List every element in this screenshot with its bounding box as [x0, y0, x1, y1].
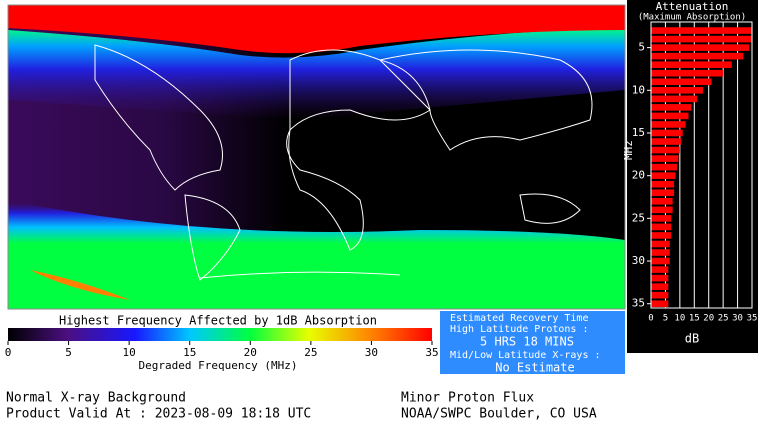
bar — [651, 112, 689, 120]
footer-valid: Product Valid At : 2023-08-09 18:18 UTC — [6, 407, 311, 422]
x-tick-label: 15 — [689, 314, 700, 324]
map-polar-north — [8, 28, 625, 120]
recovery-background — [440, 311, 625, 374]
y-tick-label: 15 — [632, 126, 645, 139]
y-axis-label: MHz — [622, 140, 635, 160]
bar — [651, 138, 682, 145]
bar — [651, 52, 744, 60]
bar — [651, 206, 673, 214]
colorbar-tick-label: 25 — [304, 346, 317, 359]
bar — [651, 61, 732, 68]
footer-proton: Minor Proton Flux — [401, 391, 534, 406]
x-axis-label: dB — [685, 332, 699, 346]
y-tick-label: 25 — [632, 211, 645, 224]
bar — [651, 78, 712, 86]
map-hotspot — [30, 270, 130, 300]
x-tick-label: 0 — [648, 314, 653, 324]
bar — [651, 240, 670, 248]
attenuation-title: Attenuation — [656, 0, 729, 13]
y-tick-label: 5 — [638, 41, 645, 54]
map-polar-south — [8, 200, 625, 309]
x-tick-label: 25 — [718, 314, 729, 324]
bar — [651, 232, 672, 239]
colorbar-label: Degraded Frequency (MHz) — [139, 359, 298, 372]
x-tick-label: 10 — [674, 314, 685, 324]
bar — [651, 223, 672, 231]
bar — [651, 189, 675, 197]
colorbar-title: Highest Frequency Affected by 1dB Absorp… — [59, 314, 377, 328]
bar — [651, 215, 672, 222]
plot-frame — [650, 21, 753, 309]
footer-xray: Normal X-ray Background — [6, 391, 186, 406]
bar — [651, 121, 686, 128]
colorbar-tick-label: 35 — [425, 346, 438, 359]
bar — [651, 163, 677, 171]
recovery-high-value: 5 HRS 18 MINS — [480, 335, 574, 349]
x-tick-label: 20 — [703, 314, 714, 324]
footer-source: NOAA/SWPC Boulder, CO USA — [401, 407, 597, 422]
bar — [651, 266, 669, 273]
bar — [651, 274, 669, 282]
bar — [651, 172, 676, 179]
bar — [651, 86, 703, 94]
colorbar-tick-label: 15 — [183, 346, 196, 359]
y-tick-label: 10 — [632, 83, 645, 96]
bar — [651, 35, 752, 43]
recovery-title: Estimated Recovery Time — [450, 313, 588, 324]
bar — [651, 146, 680, 154]
bar — [651, 283, 669, 290]
map — [7, 4, 626, 310]
x-tick-label: 35 — [747, 314, 758, 324]
colorbar-ticks: 0 5 10 15 20 25 30 35 — [5, 341, 439, 359]
colorbar-tick-label: 30 — [365, 346, 378, 359]
recovery-high-label: High Latitude Protons : — [450, 324, 588, 335]
bar — [651, 44, 750, 51]
x-tick-label: 5 — [663, 314, 668, 324]
attenuation-panel: Attenuation (Maximum Absorption) MHz dB … — [622, 0, 758, 353]
bar — [651, 104, 692, 111]
footer: Normal X-ray Background Product Valid At… — [6, 391, 597, 422]
map-frame — [7, 4, 626, 310]
bar — [651, 257, 670, 265]
y-tick-label: 30 — [632, 254, 645, 267]
y-tick-label: 20 — [632, 169, 645, 182]
y-tick-label: 35 — [632, 297, 645, 310]
colorbar-tick-label: 0 — [5, 346, 12, 359]
colorbar-scale — [8, 328, 432, 341]
recovery-low-value: No Estimate — [495, 361, 574, 375]
bar — [651, 197, 673, 205]
colorbar-tick-label: 5 — [65, 346, 72, 359]
attenuation-subtitle: (Maximum Absorption) — [638, 13, 746, 23]
colorbar-tick-label: 20 — [244, 346, 257, 359]
bar — [651, 95, 698, 103]
bar — [651, 291, 669, 299]
bar — [651, 180, 675, 188]
recovery-box: Estimated Recovery Time High Latitude Pr… — [440, 311, 625, 375]
bar — [651, 69, 724, 77]
map-polar-cap-north — [8, 5, 625, 54]
bar — [651, 129, 683, 137]
bar — [651, 27, 752, 34]
colorbar-tick-label: 10 — [123, 346, 136, 359]
recovery-low-label: Mid/Low Latitude X-rays : — [450, 350, 601, 361]
x-tick-label: 30 — [732, 314, 743, 324]
bar — [651, 155, 679, 162]
bar — [651, 249, 670, 256]
bar — [651, 300, 669, 308]
map-coastlines — [94, 44, 593, 281]
colorbar: Highest Frequency Affected by 1dB Absorp… — [5, 314, 439, 373]
